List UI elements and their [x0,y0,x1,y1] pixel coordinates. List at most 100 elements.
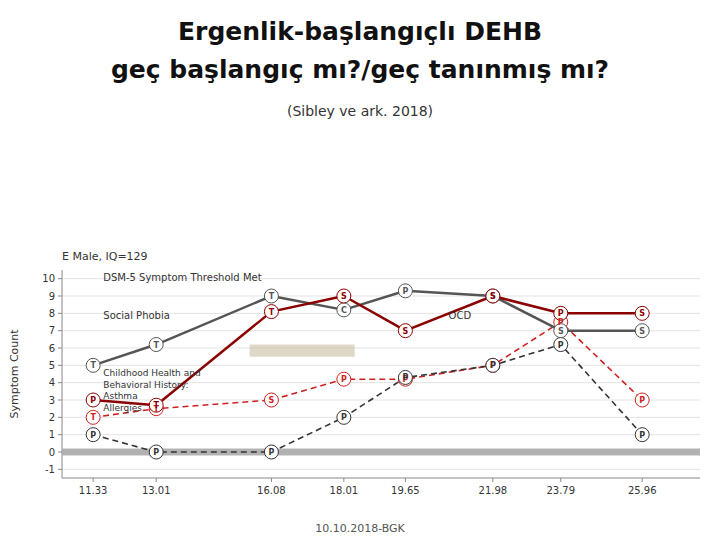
point-marker [635,306,649,320]
point-label: P [90,396,96,405]
y-tick [58,452,62,453]
y-tick [58,330,62,331]
point-label: T [153,341,159,350]
annotation-line: Behavioral History: [103,380,188,390]
point-marker [337,303,351,317]
annotation-line: Childhood Health and [103,368,200,378]
y-tick-label: 1 [49,429,55,440]
point-label: T [269,308,275,317]
point-marker [486,289,500,303]
y-axis-line [62,270,63,478]
point-label: P [341,375,347,384]
x-tick-label: 11.33 [79,485,108,496]
point-marker [337,289,351,303]
annotation-line: DSM-5 Symptom Threshold Met [103,272,261,283]
point-marker [635,393,649,407]
point-labels: TTSPPPPPPPPPPPPPTTTCPSSSPTTSSSPS [90,287,645,457]
y-tick-label: 9 [49,291,55,302]
y-tick-label: -1 [45,464,55,475]
title: Ergenlik-başlangıçlı DEHB geç başlangıç m… [111,17,609,84]
y-axis-label: Symptom Count [8,329,21,419]
y-tick-label: 7 [49,325,55,336]
point-marker [554,324,568,338]
point-label: P [268,448,274,457]
point-label: P [558,309,564,318]
y-tick-label: 2 [49,412,55,423]
series-line [93,296,642,405]
point-label: C [341,306,347,315]
point-marker [554,306,568,320]
y-tick [58,382,62,383]
point-marker [264,445,278,459]
y-tick-label: 10 [42,273,55,284]
y-tick [58,365,62,366]
y-tick [58,313,62,314]
y-tick [58,296,62,297]
x-tick-label: 21.98 [479,485,508,496]
point-label: S [403,327,409,336]
x-tick [156,478,157,482]
title-line: Ergenlik-başlangıçlı DEHB [178,17,542,46]
point-marker [635,324,649,338]
point-label: P [341,413,347,422]
point-marker [398,284,412,298]
point-marker [149,445,163,459]
point-label: S [490,292,496,301]
y-tick-label: 5 [49,360,55,371]
series-line [93,345,642,452]
point-marker [86,428,100,442]
x-tick [271,478,272,482]
point-label: T [90,361,96,370]
y-tick-label: 3 [49,395,55,406]
highlight [250,345,355,357]
y-tick [58,434,62,435]
point-label: P [153,448,159,457]
point-marker [337,410,351,424]
point-marker [635,428,649,442]
point-marker [398,370,412,384]
point-label: S [639,327,645,336]
point-label: P [558,341,564,350]
point-label: P [639,396,645,405]
point-label: P [490,361,496,370]
x-tick [642,478,643,482]
y-tick-label: 8 [49,308,55,319]
point-label: P [402,287,408,296]
annotation-line: Asthma [103,391,137,401]
x-tick [405,478,406,482]
y-tick [58,417,62,418]
point-label: P [490,361,496,370]
y-tick [58,400,62,401]
point-label: P [90,431,96,440]
point-label: P [402,373,408,382]
annotation-line: Allergies [103,403,142,413]
grid-line [62,296,700,297]
grid-line [62,469,700,470]
y-tick [58,469,62,470]
y-tick [58,348,62,349]
point-label: T [153,401,159,410]
subtitle: (Sibley ve ark. 2018) [287,103,433,119]
axes: -101234567891011.3313.0116.0818.0119.652… [8,270,700,496]
title-line: geç başlangıç mı?/geç tanınmış mı? [111,55,609,84]
caption: E Male, IQ=129 [62,250,148,263]
point-marker [86,393,100,407]
y-tick [58,278,62,279]
annotations: Social PhobiaOCDDSM-5 Symptom Threshold … [103,272,471,413]
x-tick-label: 25.96 [628,485,657,496]
point-label: S [639,309,645,318]
y-tick-label: 0 [49,447,55,458]
y-tick-label: 6 [49,343,55,354]
point-marker [149,398,163,412]
point-marker [486,289,500,303]
x-tick-label: 18.01 [330,485,359,496]
x-tick [560,478,561,482]
annotation-line: Social Phobia [103,310,170,321]
plot-area [62,284,700,459]
footer: 10.10.2018-BGK [315,522,405,535]
grid-line [62,365,700,366]
grid-line [62,417,700,418]
point-marker [486,358,500,372]
series-line [93,291,642,366]
point-marker [337,372,351,386]
